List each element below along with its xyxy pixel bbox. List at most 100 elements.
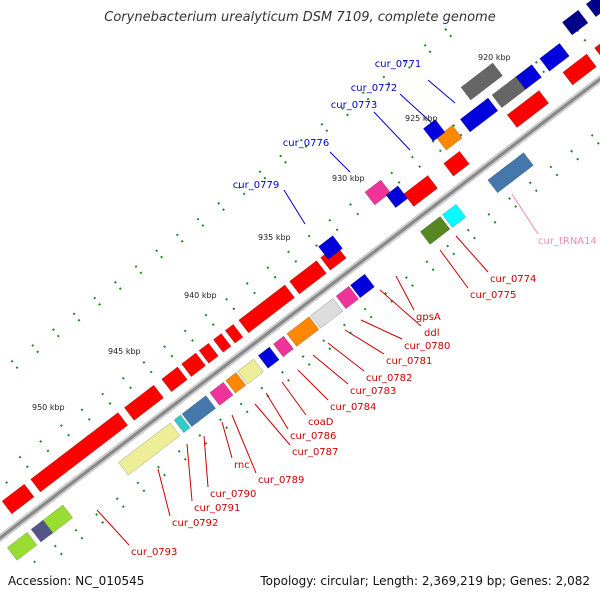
tick-labels: 920 kbp 925 kbp 930 kbp 935 kbp 940 kbp 945 k… xyxy=(32,53,511,412)
tick-dot xyxy=(217,201,221,205)
gene-feature xyxy=(286,316,320,347)
gene-feature xyxy=(272,335,294,358)
label-cur_0781: cur_0781 xyxy=(386,356,432,367)
tick-dot xyxy=(25,465,29,469)
tick-dot xyxy=(180,239,184,243)
tick-dots xyxy=(5,28,600,564)
tick-dot xyxy=(382,75,386,79)
tick-dot xyxy=(74,528,78,532)
gene-feature xyxy=(225,372,247,394)
tick-dot xyxy=(407,66,411,69)
label-cur_0773: cur_0773 xyxy=(331,100,377,111)
gene-feature xyxy=(318,235,343,260)
tick-dot xyxy=(33,560,37,564)
gene-feature xyxy=(224,323,244,344)
tick-dot xyxy=(59,424,63,428)
tick-dot xyxy=(211,323,215,326)
label-cur_0780-leader xyxy=(360,319,403,340)
gene-feature xyxy=(30,412,129,493)
tick-dot xyxy=(198,434,202,437)
tick-dot xyxy=(493,220,497,224)
label-cur_0793-leader xyxy=(96,509,130,546)
tick-dot xyxy=(438,149,442,153)
label-cur_0789: cur_0789 xyxy=(258,475,304,486)
label-cur_0789-leader xyxy=(231,414,257,474)
tick-dot xyxy=(534,189,538,193)
tick-dot xyxy=(201,224,205,227)
tick-dot xyxy=(423,43,427,47)
tick-label: 930 kbp xyxy=(332,174,365,183)
label-cur_0787-leader xyxy=(254,403,291,446)
tick-dot xyxy=(549,165,553,169)
gene-feature xyxy=(487,152,534,194)
label-cur_0784: cur_0784 xyxy=(330,402,376,413)
tick-dot xyxy=(320,122,324,126)
tick-dot xyxy=(325,129,329,133)
tick-dot xyxy=(52,328,55,332)
tick-dot xyxy=(191,338,194,342)
label-cur_0773-leader xyxy=(373,111,411,151)
label-cur_0781-leader xyxy=(344,329,385,355)
gene-feature xyxy=(515,64,542,90)
tick-dot xyxy=(346,113,349,117)
tick-dot xyxy=(304,145,308,148)
tick-dot xyxy=(425,260,429,264)
label-leaders xyxy=(96,79,539,546)
gene-feature xyxy=(123,384,164,421)
tick-dot xyxy=(576,157,580,161)
tick-dot xyxy=(183,329,187,333)
tick-dot xyxy=(121,505,125,509)
tick-dot xyxy=(183,457,187,461)
gene-feature xyxy=(181,352,207,378)
tick-dot xyxy=(335,228,339,232)
tick-dot xyxy=(273,275,277,279)
tick-dot xyxy=(242,192,246,196)
label-cur_0782: cur_0782 xyxy=(366,373,412,384)
tick-dot xyxy=(356,212,360,216)
tick-dot xyxy=(387,81,391,85)
tick-dot xyxy=(397,181,401,184)
tick-dot xyxy=(452,124,456,127)
tick-dot xyxy=(260,386,264,390)
label-rnc: rnc xyxy=(234,460,250,471)
tick-dot xyxy=(15,366,19,370)
gene-feature xyxy=(161,366,188,393)
tick-dot xyxy=(121,376,125,380)
label-cur_0790: cur_0790 xyxy=(210,489,256,500)
tick-dot xyxy=(149,370,153,374)
tick-dot xyxy=(46,449,50,453)
tick-dot xyxy=(39,440,43,443)
tick-dot xyxy=(315,244,318,248)
tick-dot xyxy=(175,233,179,237)
tick-dot xyxy=(245,282,249,285)
tick-dot xyxy=(279,154,283,158)
gene-features xyxy=(1,0,600,561)
gene-feature xyxy=(594,43,600,56)
gene-feature xyxy=(257,346,280,369)
label-cur_0780: cur_0780 xyxy=(404,341,450,352)
tick-label: 945 kbp xyxy=(108,347,141,356)
tick-dot xyxy=(369,315,373,319)
gene-feature xyxy=(561,9,589,36)
tick-dot xyxy=(428,50,432,54)
tick-dot xyxy=(163,473,167,477)
gene-feature xyxy=(385,185,409,209)
label-cur_0771-leader xyxy=(427,79,456,104)
tick-dot xyxy=(93,296,97,300)
tick-dot xyxy=(366,97,370,101)
tick-dot xyxy=(307,363,311,366)
gene-feature xyxy=(506,90,550,128)
tick-dot xyxy=(281,370,284,374)
tick-dot xyxy=(542,70,546,74)
tick-dot xyxy=(225,297,228,301)
label-rnc-leader xyxy=(221,421,233,459)
tick-dot xyxy=(363,307,367,311)
tick-dot xyxy=(411,155,414,159)
gene-feature xyxy=(562,53,597,86)
tick-dot xyxy=(101,392,105,396)
gene-feature xyxy=(350,273,375,299)
tick-label: 950 kbp xyxy=(32,403,65,412)
tick-dot xyxy=(163,345,167,349)
tick-dot xyxy=(403,59,406,63)
